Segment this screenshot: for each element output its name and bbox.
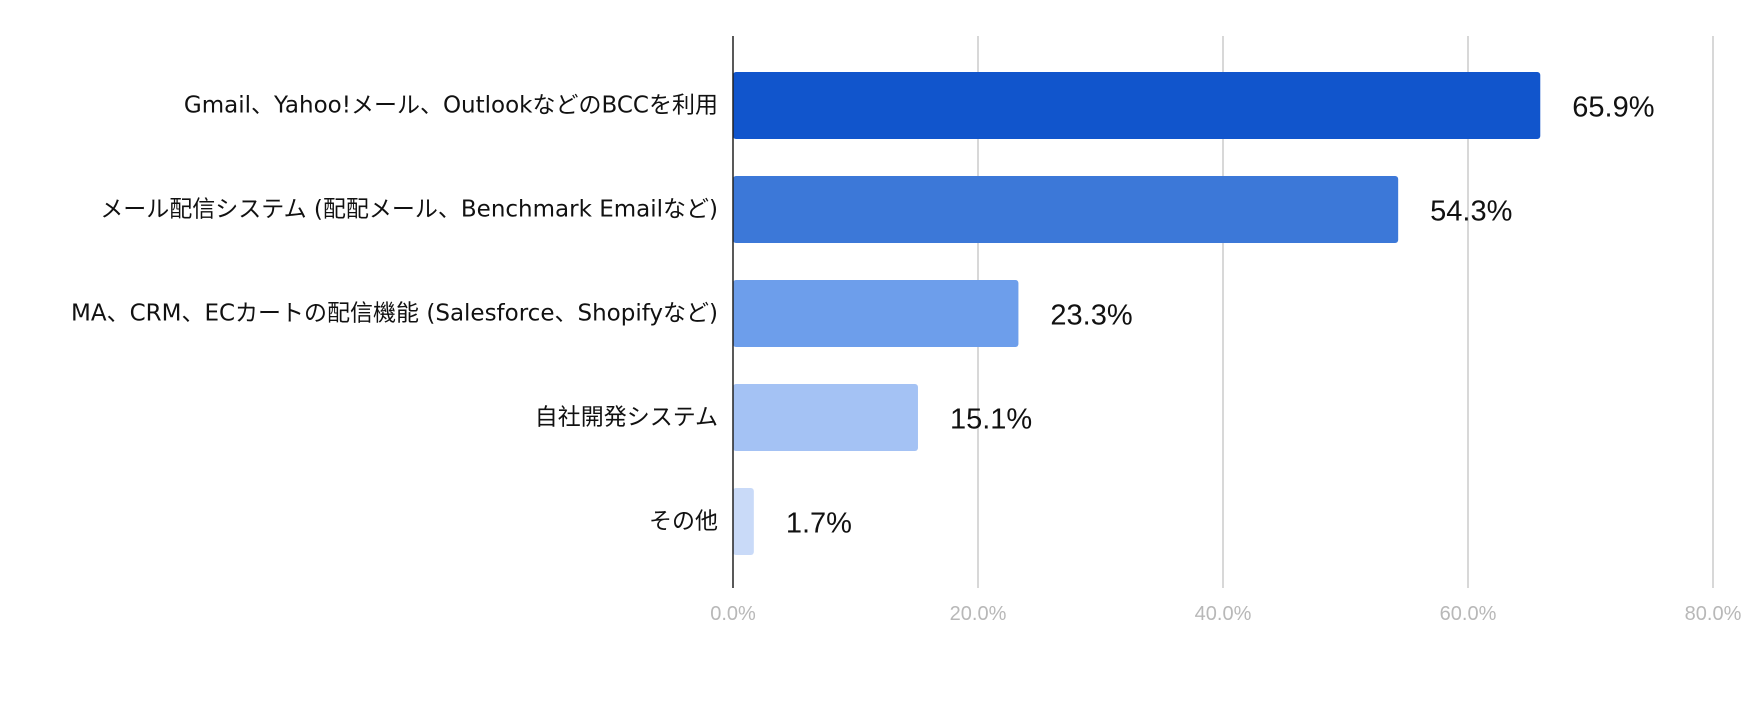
- value-label-2: 23.3%: [1050, 300, 1132, 332]
- tick-label-2: 40.0%: [1195, 603, 1252, 625]
- category-label-1: メール配信システム (配配メール、Benchmark Emailなど): [100, 197, 718, 223]
- bar-3: [733, 384, 918, 451]
- value-label-0: 65.9%: [1572, 92, 1654, 124]
- value-labels: 65.9% 54.3% 23.3% 15.1% 1.7%: [786, 92, 1655, 540]
- bar-2: [733, 280, 1019, 347]
- tick-label-3: 60.0%: [1440, 603, 1497, 625]
- tick-label-0: 0.0%: [710, 603, 756, 625]
- bar-4: [733, 488, 754, 555]
- bar-0: [733, 72, 1541, 139]
- x-axis-tick-labels: 0.0% 20.0% 40.0% 60.0% 80.0%: [710, 603, 1741, 625]
- value-label-3: 15.1%: [950, 404, 1032, 436]
- category-labels: Gmail、Yahoo!メール、OutlookなどのBCCを利用メール配信システ…: [71, 93, 718, 535]
- value-label-1: 54.3%: [1430, 196, 1512, 228]
- category-label-0: Gmail、Yahoo!メール、OutlookなどのBCCを利用: [184, 93, 718, 119]
- category-label-3: 自社開発システム: [535, 405, 718, 431]
- tick-label-4: 80.0%: [1685, 603, 1742, 625]
- value-label-4: 1.7%: [786, 508, 852, 540]
- bar-1: [733, 176, 1399, 243]
- tick-label-1: 20.0%: [950, 603, 1007, 625]
- bars: [733, 72, 1541, 555]
- category-label-4: その他: [649, 509, 718, 535]
- category-label-2: MA、CRM、ECカートの配信機能 (Salesforce、Shopifyなど): [71, 301, 718, 327]
